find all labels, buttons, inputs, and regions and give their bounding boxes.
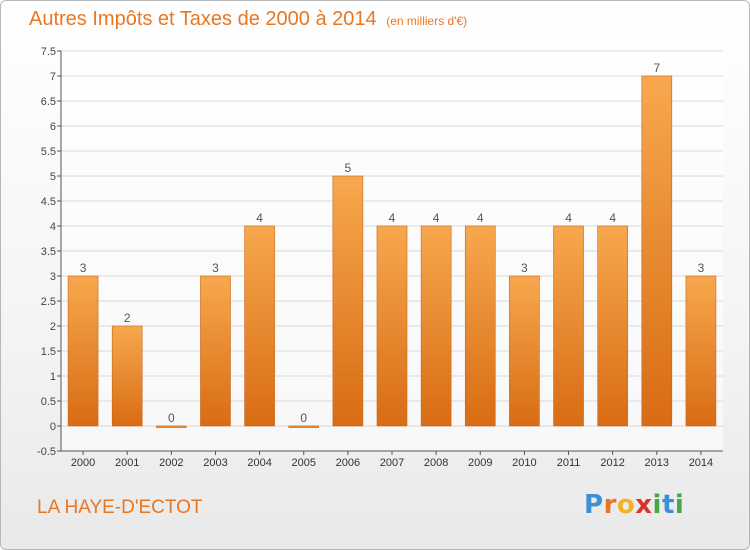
y-tick-label: 1.5 <box>41 346 56 358</box>
x-tick-label: 2013 <box>645 457 669 469</box>
data-label: 4 <box>433 211 440 225</box>
y-tick-label: 2 <box>50 321 56 333</box>
x-tick-label: 2007 <box>380 457 404 469</box>
y-tick-label: -0.5 <box>37 446 56 458</box>
data-label: 4 <box>477 211 484 225</box>
data-label: 3 <box>80 261 87 275</box>
y-tick-label: 2.5 <box>41 296 56 308</box>
x-tick-label: 2002 <box>159 457 183 469</box>
data-label: 3 <box>212 261 219 275</box>
data-label: 4 <box>389 211 396 225</box>
y-tick-label: 4.5 <box>41 196 56 208</box>
chart-title: Autres Impôts et Taxes de 2000 à 2014 (e… <box>29 8 467 31</box>
bar <box>111 325 143 427</box>
data-label: 2 <box>124 311 131 325</box>
bar <box>464 225 496 427</box>
x-tick-label: 2012 <box>600 457 624 469</box>
bars <box>67 75 717 428</box>
y-tick-label: 6 <box>50 121 56 133</box>
data-label: 5 <box>345 161 352 175</box>
data-label: 0 <box>168 411 175 425</box>
bar <box>509 275 540 427</box>
y-tick-label: 4 <box>50 221 56 233</box>
y-tick-label: 1 <box>50 371 56 383</box>
bar <box>332 175 364 427</box>
y-tick-label: 0 <box>50 421 56 433</box>
x-tick-label: 2014 <box>689 457 713 469</box>
bar <box>200 275 231 427</box>
data-labels: 3 2 0 3 4 0 5 4 4 4 3 4 4 7 3 <box>80 61 705 425</box>
bar <box>685 275 717 427</box>
x-tick-label: 2005 <box>291 457 315 469</box>
bar <box>288 425 320 428</box>
bar <box>67 275 99 427</box>
x-tick-label: 2011 <box>557 457 581 469</box>
bar <box>597 225 628 427</box>
commune-name: LA HAYE-D'ECTOT <box>37 497 203 518</box>
data-label: 4 <box>609 211 616 225</box>
data-label: 4 <box>256 211 263 225</box>
x-tick-label: 2000 <box>71 457 95 469</box>
y-tick-label: 7 <box>50 71 56 83</box>
x-tick-label: 2003 <box>203 457 227 469</box>
x-tick-label: 2008 <box>424 457 448 469</box>
bar <box>641 75 673 427</box>
y-tick-label: 0.5 <box>41 396 56 408</box>
y-tick-label: 3.5 <box>41 246 56 258</box>
data-label: 4 <box>565 211 572 225</box>
data-label: 3 <box>521 261 528 275</box>
axes: -0.5 0 0.5 1 1.5 2 2.5 3 3.5 4 4.5 5 5.5 6 6.5 7 7.5 2000… <box>37 46 723 469</box>
bar <box>553 225 584 427</box>
x-tick-label: 2009 <box>468 457 492 469</box>
y-tick-label: 5.5 <box>41 146 56 158</box>
x-tick-label: 2010 <box>512 457 536 469</box>
y-tick-label: 3 <box>50 271 56 283</box>
x-tick-label: 2006 <box>336 457 360 469</box>
chart-subtitle: (en milliers d'€) <box>386 14 468 28</box>
y-tick-label: 5 <box>50 171 56 183</box>
y-tick-label: 6.5 <box>41 96 56 108</box>
proxiti-logo[interactable]: Proxiti <box>584 490 685 520</box>
data-label: 3 <box>698 261 705 275</box>
chart-title-text: Autres Impôts et Taxes de 2000 à 2014 <box>29 8 377 30</box>
bar <box>376 225 408 427</box>
y-tick-label: 7.5 <box>41 46 56 58</box>
bar <box>156 425 187 428</box>
bar <box>244 225 275 427</box>
x-tick-label: 2001 <box>115 457 139 469</box>
data-label: 7 <box>653 61 660 75</box>
bar <box>420 225 452 427</box>
x-tick-label: 2004 <box>247 457 271 469</box>
data-label: 0 <box>300 411 307 425</box>
